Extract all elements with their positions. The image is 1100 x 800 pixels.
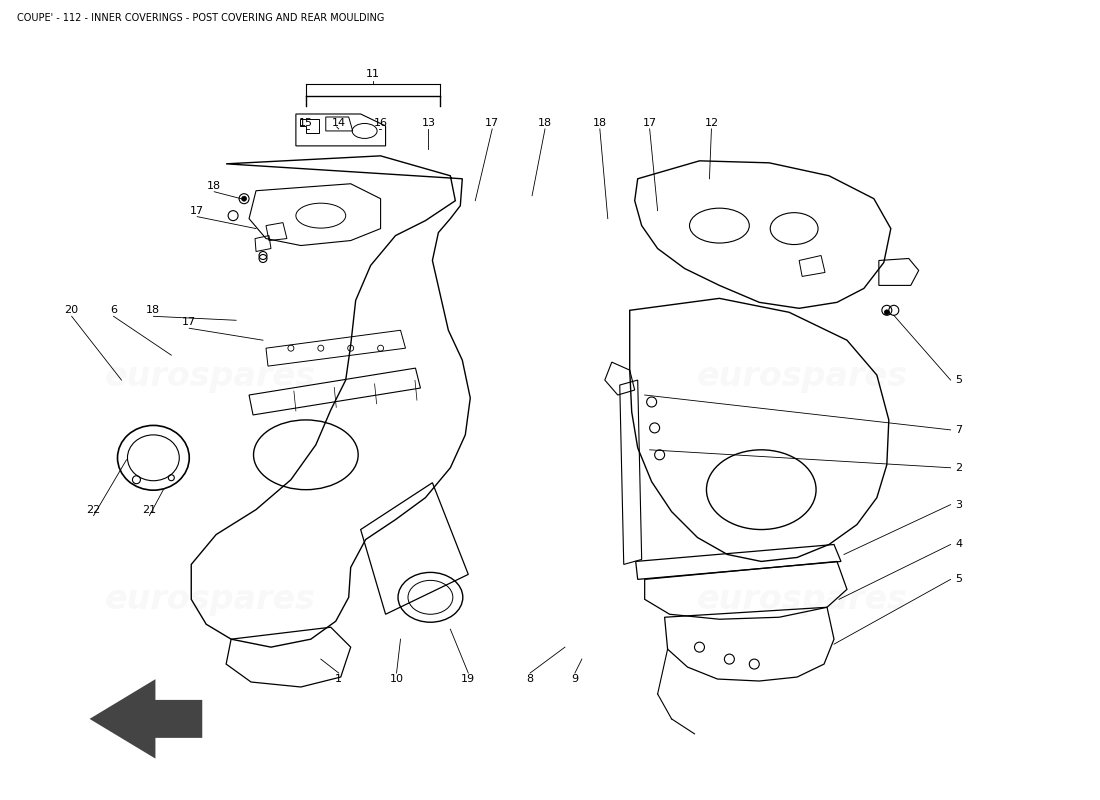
Text: 13: 13 <box>421 118 436 128</box>
Text: 18: 18 <box>593 118 607 128</box>
Text: 22: 22 <box>87 505 101 514</box>
Text: 19: 19 <box>461 674 475 684</box>
Text: 3: 3 <box>955 500 962 510</box>
Circle shape <box>884 310 889 314</box>
Text: 17: 17 <box>183 318 196 327</box>
Text: 17: 17 <box>190 206 205 216</box>
Text: 4: 4 <box>955 539 962 550</box>
Text: 1: 1 <box>336 674 342 684</box>
Text: eurospares: eurospares <box>696 359 907 393</box>
Text: 11: 11 <box>365 69 380 79</box>
Text: 7: 7 <box>955 425 962 435</box>
Text: eurospares: eurospares <box>104 583 316 616</box>
Text: eurospares: eurospares <box>104 359 316 393</box>
Text: COUPE' - 112 - INNER COVERINGS - POST COVERING AND REAR MOULDING: COUPE' - 112 - INNER COVERINGS - POST CO… <box>16 14 384 23</box>
Text: 15: 15 <box>299 118 312 128</box>
Text: 17: 17 <box>642 118 657 128</box>
Text: 20: 20 <box>65 306 79 315</box>
Text: 10: 10 <box>389 674 404 684</box>
Text: 16: 16 <box>374 118 387 128</box>
Text: 2: 2 <box>955 462 962 473</box>
Text: 9: 9 <box>571 674 579 684</box>
Text: 5: 5 <box>955 574 962 584</box>
Polygon shape <box>91 681 201 757</box>
Text: 18: 18 <box>146 306 161 315</box>
Text: eurospares: eurospares <box>696 583 907 616</box>
Text: 5: 5 <box>955 375 962 385</box>
Circle shape <box>242 196 246 201</box>
Text: 21: 21 <box>142 505 156 514</box>
Text: 14: 14 <box>332 118 345 128</box>
Text: 18: 18 <box>538 118 552 128</box>
Text: 17: 17 <box>485 118 499 128</box>
Text: 6: 6 <box>110 306 117 315</box>
Text: 12: 12 <box>704 118 718 128</box>
Text: 18: 18 <box>207 181 221 190</box>
Text: 8: 8 <box>527 674 534 684</box>
